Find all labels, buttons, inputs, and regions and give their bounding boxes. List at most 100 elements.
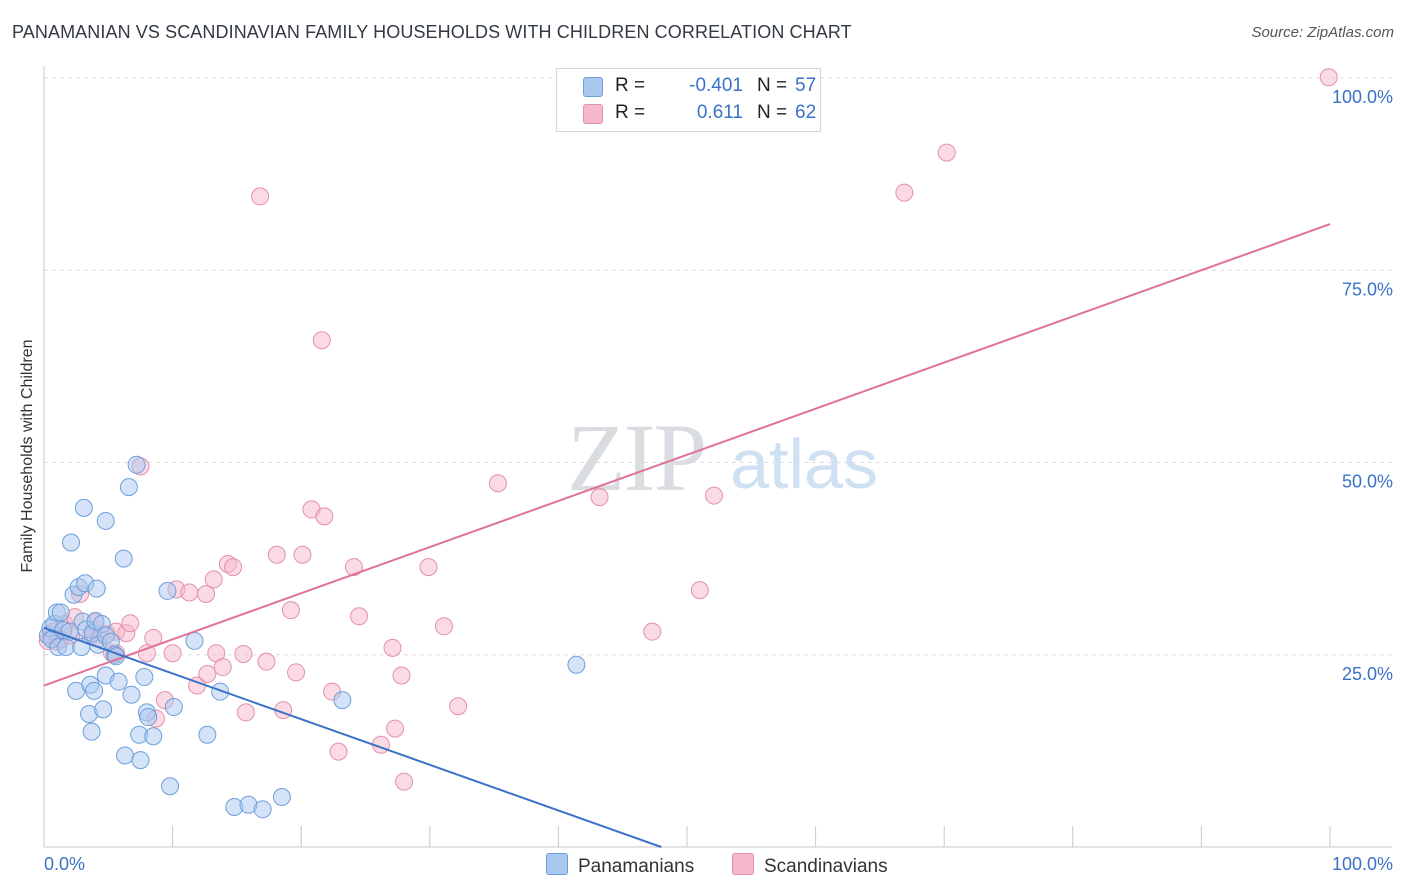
tick-labels: 25.0% 50.0% 75.0% 100.0% 0.0% 100.0% [44, 87, 1393, 874]
scandinavian-point [293, 545, 312, 564]
panamanian-point [161, 777, 180, 796]
scandinavian-point [315, 507, 334, 526]
legend-swatch-pink [583, 104, 603, 124]
panamanian-point [87, 579, 106, 598]
scandinavian-points [38, 68, 1338, 791]
scandinavian-point [251, 187, 270, 206]
y-tick-label: 50.0% [1342, 472, 1393, 492]
panamanian-point [131, 751, 150, 770]
axes [43, 66, 1392, 848]
scandinavian-point [197, 584, 216, 603]
scandinavian-trend-line [43, 223, 1331, 687]
watermark: ZIP atlas [567, 404, 878, 511]
legend-r-label: R = [615, 102, 646, 123]
scandinavian-point [198, 664, 217, 683]
panamanian-trend-line [43, 626, 662, 848]
scandinavian-point [434, 617, 453, 636]
scandinavian-point [224, 558, 243, 577]
x-tick-label: 100.0% [1332, 854, 1393, 874]
panamanian-point [198, 725, 217, 744]
scandinavian-point [419, 558, 438, 577]
panamanian-point [185, 631, 204, 650]
trend-lines [43, 223, 1331, 848]
panamanian-point [85, 681, 104, 700]
panamanian-point [116, 746, 135, 765]
panamanian-point [164, 698, 183, 717]
y-tick-label: 75.0% [1342, 279, 1393, 299]
panamanian-point [253, 800, 272, 819]
panamanian-point [211, 682, 230, 701]
panamanian-point [114, 549, 133, 568]
panamanian-point [56, 638, 75, 657]
panamanian-point [272, 788, 291, 807]
scandinavian-point [937, 143, 956, 162]
legend-n-label: N = [757, 102, 788, 123]
y-tick-label: 25.0% [1342, 664, 1393, 684]
scandinavian-point [180, 583, 199, 602]
legend-swatch-pink [732, 853, 754, 875]
scandinavian-point [392, 666, 411, 685]
series-legend: Panamanians Scandinavians [0, 853, 1406, 877]
panamanian-point [135, 668, 154, 687]
scandinavian-point [281, 601, 300, 620]
legend-label-panamanians: Panamanians [578, 856, 695, 877]
scandinavian-point [236, 703, 255, 722]
panamanian-point [144, 727, 163, 746]
scandinavian-point [488, 474, 507, 493]
panamanian-point [119, 478, 138, 497]
scandinavian-point [383, 638, 402, 657]
panamanian-point [82, 722, 101, 741]
panamanian-point [94, 700, 113, 719]
scandinavian-point [121, 614, 140, 633]
watermark-zip: ZIP [567, 404, 705, 511]
scandinavian-point [257, 652, 276, 671]
legend-n-label: N = [757, 75, 788, 96]
scandinavian-point [267, 545, 286, 564]
legend-swatch-blue [583, 77, 603, 97]
y-tick-label: 100.0% [1332, 87, 1393, 107]
source-label: Source: ZipAtlas.com [1251, 24, 1394, 41]
scandinavian-point [690, 581, 709, 600]
legend-item-panamanians: Panamanians [546, 853, 694, 878]
legend-r-label: R = [615, 75, 646, 96]
panamanian-point [96, 511, 115, 530]
scandinavian-point [449, 697, 468, 716]
panamanian-points [38, 455, 586, 819]
scandinavian-point [643, 622, 662, 641]
legend-item-scandinavians: Scandinavians [732, 853, 888, 878]
legend-label-scandinavians: Scandinavians [764, 856, 888, 877]
panamanian-point [74, 498, 93, 517]
legend-r-value: -0.401 [689, 75, 743, 96]
scandinavian-point [350, 607, 369, 626]
scandinavian-point [895, 183, 914, 202]
scandinavian-point [590, 488, 609, 507]
panamanian-point [333, 691, 352, 710]
legend-n-value: 62 [795, 102, 817, 123]
panamanian-point [51, 603, 70, 622]
gridlines [44, 77, 1392, 656]
panamanian-point [127, 455, 146, 474]
legend-swatch-blue [546, 853, 568, 875]
scandinavian-point [312, 331, 331, 350]
panamanian-point [158, 581, 177, 600]
legend-r-value: 0.611 [696, 102, 743, 123]
panamanian-point [109, 672, 128, 691]
panamanian-point [62, 533, 81, 552]
scandinavian-point [344, 558, 363, 577]
panamanian-point [139, 708, 158, 727]
scandinavian-point [705, 486, 724, 505]
stats-legend: R = -0.401 N = 57 R = 0.611 N = 62 [556, 68, 821, 132]
scandinavian-point [137, 644, 156, 663]
scandinavian-point [386, 719, 405, 738]
scandinavian-point [329, 742, 348, 761]
scandinavian-point [234, 644, 253, 663]
watermark-atlas: atlas [730, 425, 878, 503]
x-tick-label: 0.0% [44, 854, 85, 874]
scandinavian-point [287, 663, 306, 682]
panamanian-point [122, 685, 141, 704]
scandinavian-point [213, 658, 232, 677]
scandinavian-point [204, 570, 223, 589]
scandinavian-point [163, 644, 182, 663]
chart-title: PANAMANIAN VS SCANDINAVIAN FAMILY HOUSEH… [12, 22, 852, 42]
